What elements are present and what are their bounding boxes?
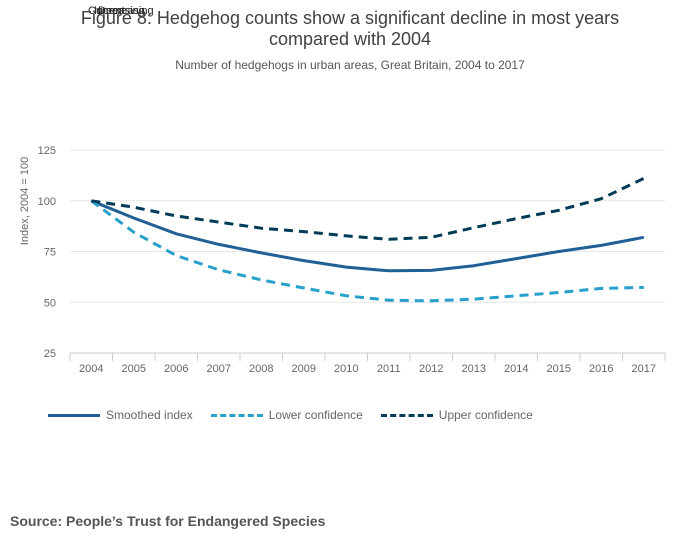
legend-item-smoothed: Smoothed index: [48, 408, 193, 422]
x-tick-label: 2012: [419, 363, 443, 375]
chart-legend: Smoothed index Lower confidence Upper co…: [48, 408, 533, 422]
legend-item-upper: Upper confidence: [380, 408, 533, 422]
chart-title-line2: compared with 2004: [268, 29, 432, 49]
x-tick-label: 2017: [632, 363, 656, 375]
line-chart: 25 50 75 100 125 2004 2005 2006 2007 2008 2009 201…: [19, 145, 666, 375]
chart-subtitle: Number of hedgehogs in urban areas, Grea…: [175, 58, 525, 72]
y-tick-label: 25: [44, 348, 56, 360]
x-tick-label: 2010: [334, 363, 358, 375]
x-tick-label: 2004: [79, 363, 103, 375]
series-line-0: [90, 199, 645, 273]
x-tick-label: 2009: [292, 363, 316, 375]
x-tick-label: 2013: [462, 363, 486, 375]
series-line-1: [90, 199, 644, 303]
overlay-decreasing: Decreasing: [98, 5, 154, 17]
x-tick-label: 2005: [122, 363, 146, 375]
x-tick-label: 2007: [207, 363, 231, 375]
y-axis-label: Index, 2004 = 100: [19, 157, 31, 245]
y-tick-label: 125: [38, 145, 56, 157]
x-tick-label: 2016: [589, 363, 613, 375]
legend-swatch-upper: [380, 413, 433, 417]
y-tick-label: 100: [38, 196, 56, 208]
x-axis: 2004 2005 2006 2007 2008 2009 2010 2011 2012 2013…: [69, 352, 666, 375]
legend-item-lower: Lower confidence: [210, 408, 363, 422]
legend-swatch-lower: [210, 413, 263, 417]
y-tick-label: 50: [44, 297, 56, 309]
chart-title: Figure 8: Hedgehog counts show a signifi…: [0, 8, 700, 50]
x-tick-label: 2008: [249, 363, 273, 375]
series-lines: [90, 177, 645, 303]
legend-label-upper: Upper confidence: [438, 408, 533, 422]
y-tick-label: 75: [44, 247, 56, 259]
chart-title-line1: Figure 8: Hedgehog counts show a signifi…: [80, 8, 620, 28]
source-note: Source: People’s Trust for Endangered Sp…: [10, 513, 326, 529]
legend-label-lower: Lower confidence: [268, 408, 363, 422]
x-tick-label: 2015: [547, 363, 571, 375]
x-tick-label: 2011: [377, 363, 401, 375]
overlay-increasing: Increasing: [94, 5, 145, 17]
legend-swatch-smoothed: [48, 413, 100, 417]
x-tick-label: 2014: [504, 363, 528, 375]
overlay-current: Current: [88, 5, 125, 17]
series-line-2: [91, 177, 645, 241]
legend-label-smoothed: Smoothed index: [106, 408, 193, 422]
x-tick-label: 2006: [164, 363, 188, 375]
y-axis: 25 50 75 100 125: [38, 145, 56, 360]
